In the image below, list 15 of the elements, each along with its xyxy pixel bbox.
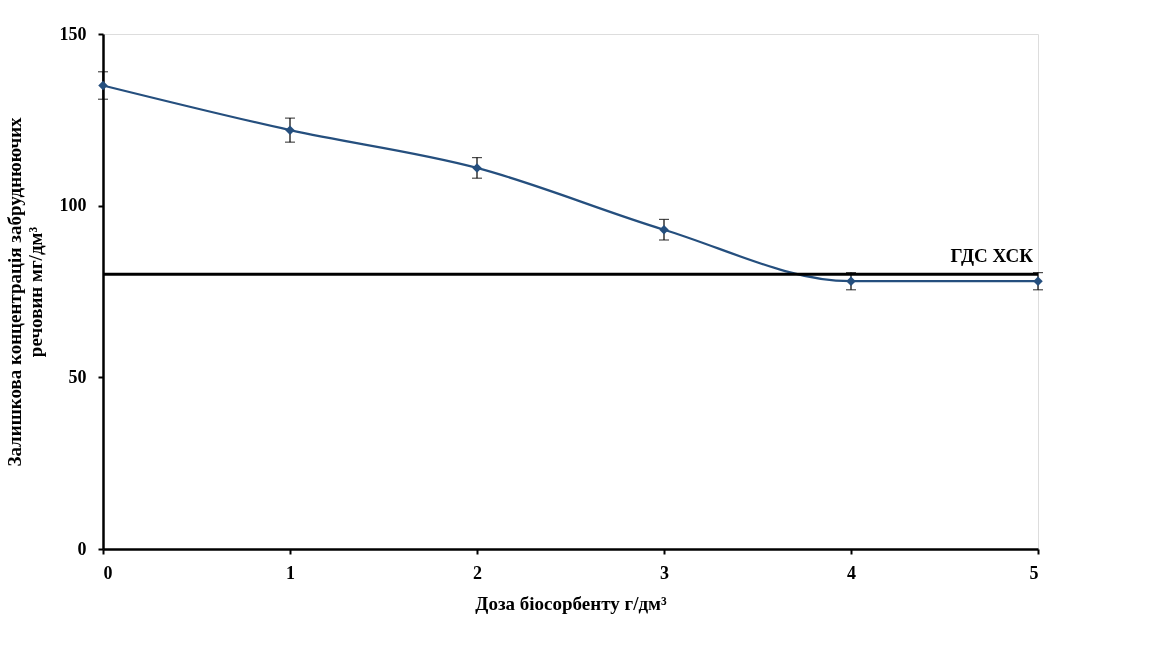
y-tick-label: 0 [77, 538, 87, 559]
x-tick-label: 2 [473, 562, 482, 583]
x-axis-title: Доза біосорбенту г/дм³ [475, 592, 667, 614]
y-tick-label: 50 [68, 366, 87, 387]
x-tick-label: 3 [660, 562, 669, 583]
x-tick-label: 1 [286, 562, 295, 583]
y-axis-title: Залишкова концентрація забруднюючих речовин мг/дм³ [3, 116, 46, 467]
point [659, 224, 669, 235]
point [98, 80, 108, 91]
x-tick-label: 4 [847, 562, 856, 583]
y-tick-label: 150 [59, 23, 87, 44]
x-tick-label: 0 [103, 562, 113, 583]
x-tick-label: 5 [1029, 562, 1039, 583]
y-tick-label: 100 [59, 195, 87, 216]
ref-line-label: ГДС ХСК [950, 245, 1034, 267]
